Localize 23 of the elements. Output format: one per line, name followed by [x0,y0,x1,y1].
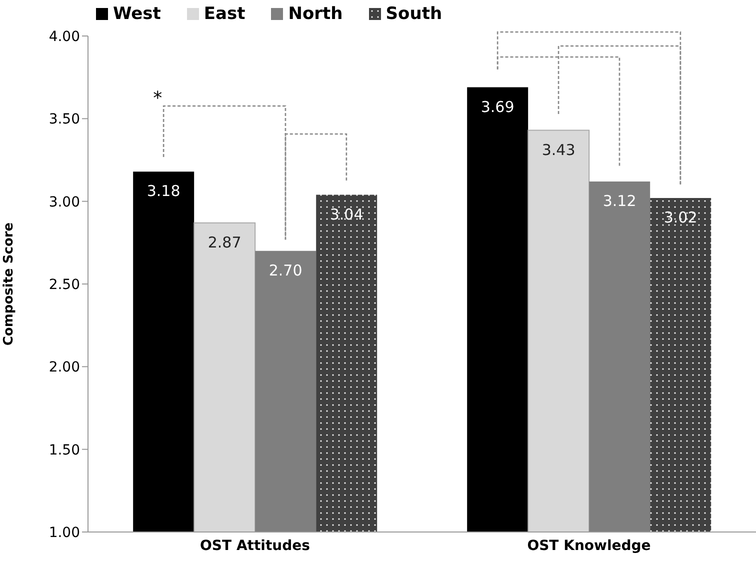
y-tick-label: 2.00 [48,360,80,376]
x-tick-label: OST Knowledge [527,538,651,554]
y-tick-label: 1.00 [48,524,80,541]
data-label: 3.18 [146,182,180,200]
legend-label: North [287,4,343,24]
data-label: 2.87 [208,233,242,252]
legend-label: East [202,4,246,24]
data-label: 2.70 [268,262,302,280]
data-label: 3.02 [664,208,698,227]
legend-label: South [384,4,442,24]
x-tick-label: OST Attitudes [200,538,310,554]
y-tick-label: 3.50 [48,112,80,128]
y-tick-label: 4.00 [48,28,80,45]
data-label: 3.69 [480,98,514,116]
annotation: * [153,88,162,109]
y-tick-label: 2.50 [48,276,80,293]
y-tick-label: 3.00 [48,194,80,210]
data-label: 3.04 [330,205,364,224]
data-label: 3.12 [602,192,636,210]
data-label: 3.43 [542,140,576,159]
legend-label: West [112,4,161,24]
y-tick-label: 1.50 [48,442,80,458]
y-axis-title: Composite Score [2,222,17,346]
